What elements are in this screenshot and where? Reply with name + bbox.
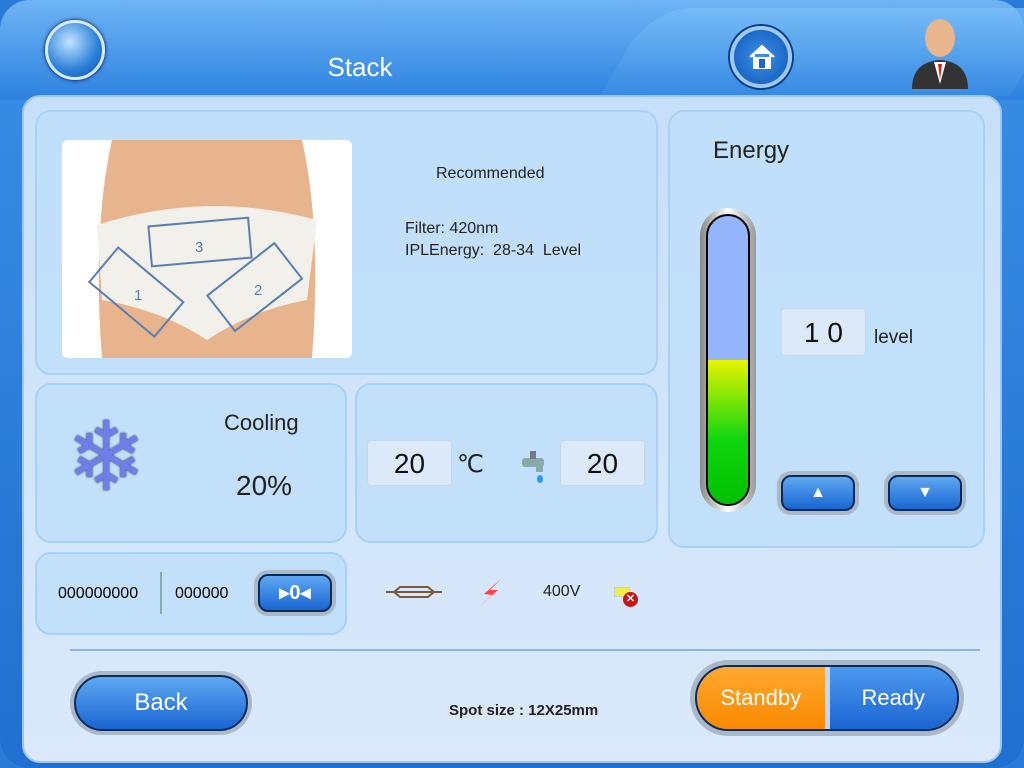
cooling-value: 20% [236, 470, 293, 501]
session-counter: 000000 [175, 585, 229, 602]
cooling-panel [35, 383, 347, 543]
cooling-label: Cooling [224, 410, 299, 435]
header [0, 0, 1024, 100]
globe-icon [45, 20, 105, 80]
zone-label: 2 [254, 282, 262, 299]
counter-divider [160, 572, 162, 614]
temperature-value: 20 [367, 440, 452, 486]
energy-level-value: 1 0 [781, 308, 866, 356]
energy-title: Energy [713, 137, 790, 164]
error-icon: ✕ [614, 587, 640, 607]
reset-counter-button[interactable]: ▸0◂ [258, 574, 332, 612]
temperature-unit: ℃ [457, 451, 484, 478]
ipl-energy-text: IPLEnergy: 28-34 Level [405, 242, 582, 259]
home-button[interactable] [730, 26, 792, 88]
lightning-icon [478, 578, 502, 608]
recommended-heading: Recommended [436, 165, 545, 182]
lamp-icon [386, 586, 442, 598]
energy-gauge-fill [708, 360, 748, 504]
footer-divider [70, 649, 980, 651]
filter-text: Filter: 420nm [405, 220, 499, 237]
body-area-image: 3 1 2 [62, 140, 352, 358]
energy-level-unit: level [874, 327, 914, 348]
user-avatar-icon[interactable] [910, 14, 970, 89]
ready-button[interactable]: Ready [829, 667, 957, 729]
faucet-icon [518, 448, 552, 484]
zone-label: 3 [195, 239, 203, 256]
energy-down-button[interactable]: ▼ [888, 475, 962, 511]
energy-gauge [700, 208, 756, 512]
zone-label: 1 [134, 287, 142, 304]
energy-up-button[interactable]: ▲ [781, 475, 855, 511]
standby-button[interactable]: Standby [697, 667, 825, 729]
total-counter: 000000000 [58, 585, 139, 602]
snowflake-icon: ❄ [66, 404, 147, 511]
back-button[interactable]: Back [74, 675, 248, 731]
voltage-value: 400V [543, 583, 581, 600]
spot-size-text: Spot size : 12X25mm [449, 702, 599, 719]
water-flow-value: 20 [560, 440, 645, 486]
page-title: Stack [327, 52, 393, 82]
home-icon [749, 44, 775, 69]
mode-toggle: Standby Ready [690, 660, 964, 736]
